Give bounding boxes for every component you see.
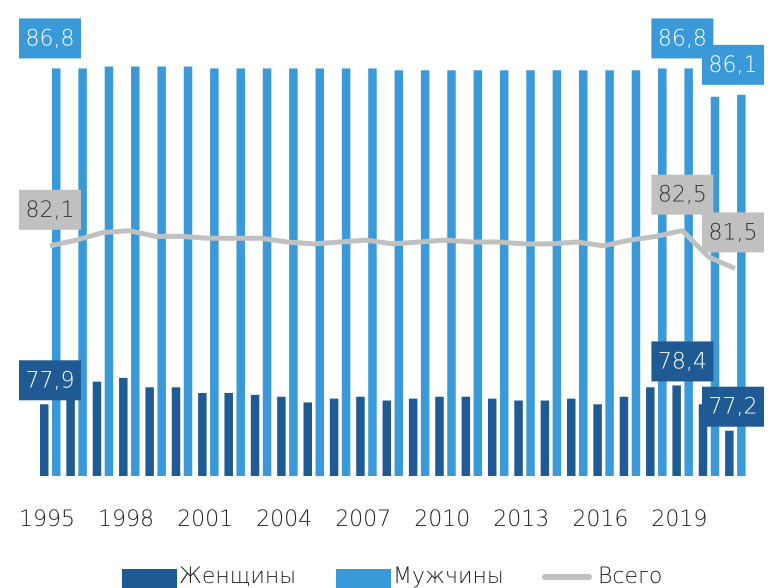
data-label-text: 77,2 [709, 395, 758, 420]
bar [540, 400, 550, 476]
bar [461, 396, 471, 476]
data-label-text: 86,8 [26, 26, 75, 51]
bar [487, 398, 497, 476]
data-label-box [702, 44, 764, 85]
bar [262, 68, 272, 476]
bar [552, 70, 562, 476]
bar [303, 402, 312, 476]
bar [250, 394, 260, 476]
bar [579, 70, 588, 476]
data-label: 77,2 [702, 386, 764, 427]
legend-label: Мужчины [393, 564, 504, 588]
data-label: 86,1 [702, 44, 764, 85]
bar [619, 396, 629, 476]
data-label: 82,1 [19, 189, 81, 230]
data-label-text: 81,5 [709, 220, 758, 245]
bar [605, 70, 614, 476]
bar [40, 404, 49, 476]
bar [52, 68, 61, 476]
bar [658, 68, 667, 476]
bar [356, 396, 365, 476]
bar [104, 66, 114, 477]
bar [710, 96, 720, 476]
bar [420, 70, 430, 476]
data-label-box [702, 386, 764, 427]
bar [66, 394, 75, 476]
bar [368, 68, 377, 476]
data-label-box [651, 174, 714, 215]
bar [224, 392, 233, 476]
bar [119, 377, 128, 476]
bar [725, 430, 734, 476]
data-label: 86,8 [19, 18, 81, 59]
bar [526, 70, 535, 476]
x-tick-label: 2007 [335, 507, 391, 532]
data-label: 77,9 [19, 360, 81, 401]
bar [92, 381, 102, 476]
bar [646, 387, 655, 476]
bar [145, 387, 154, 476]
x-tick-label: 2004 [256, 507, 312, 532]
bar [737, 94, 746, 477]
data-label-text: 86,1 [709, 53, 758, 78]
data-label-text: 77,9 [26, 368, 75, 393]
bar [171, 387, 181, 476]
bar [435, 396, 444, 476]
bar [698, 404, 708, 476]
legend-label: Женщины [179, 564, 296, 588]
legend-swatch [336, 569, 391, 588]
data-label-box [651, 341, 714, 382]
x-tick-label: 2001 [177, 507, 233, 532]
x-tick-label: 2016 [572, 507, 628, 532]
bar [447, 70, 456, 476]
x-tick-label: 1995 [19, 507, 75, 532]
bar [131, 66, 140, 477]
bar [499, 70, 509, 476]
legend-swatch [122, 569, 177, 588]
bar [341, 68, 351, 476]
bar [315, 68, 324, 476]
bar [157, 66, 166, 477]
data-label-box [702, 212, 764, 253]
bar [382, 400, 392, 476]
bar [183, 66, 193, 477]
bar [329, 398, 339, 476]
bar [78, 68, 87, 476]
bar [514, 400, 523, 476]
bar [289, 68, 298, 476]
bar [408, 398, 418, 476]
bar [210, 68, 219, 476]
data-label-box [19, 189, 81, 230]
x-tick-label: 2010 [414, 507, 470, 532]
bar [394, 70, 404, 476]
bar [277, 396, 286, 476]
bar [593, 404, 602, 476]
x-tick-label: 1998 [98, 507, 154, 532]
legend-label: Всего [598, 564, 662, 588]
bar [567, 398, 576, 476]
data-label: 82,5 [651, 174, 714, 215]
line [49, 228, 737, 271]
data-label: 78,4 [651, 341, 714, 382]
data-label-text: 78,4 [658, 349, 707, 374]
bar [473, 70, 483, 476]
data-label-box [19, 18, 81, 59]
x-tick-label: 2019 [651, 507, 707, 532]
data-label-text: 82,5 [658, 183, 707, 208]
data-label-text: 82,1 [26, 198, 75, 223]
data-label-text: 86,8 [658, 26, 707, 51]
bar [684, 68, 693, 476]
data-label: 81,5 [702, 212, 764, 253]
bar [198, 392, 207, 476]
bar [672, 385, 681, 476]
data-label-box [19, 360, 81, 401]
bar [631, 70, 641, 476]
bar [236, 68, 245, 476]
x-tick-label: 2013 [493, 507, 549, 532]
